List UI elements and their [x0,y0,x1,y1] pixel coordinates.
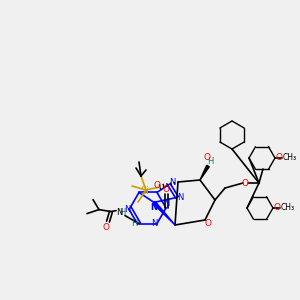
Text: N: N [151,203,158,212]
Text: H: H [119,208,125,217]
Text: H: H [131,219,137,228]
Polygon shape [153,201,175,225]
Text: O: O [163,184,170,194]
Polygon shape [200,165,209,180]
Text: Si: Si [141,186,149,196]
Text: O: O [154,181,160,190]
Text: O: O [205,220,212,229]
Text: H: H [207,158,213,166]
Text: O: O [103,223,110,232]
Text: N: N [169,178,175,187]
Text: N: N [151,219,157,228]
Text: N: N [116,208,122,217]
Text: N: N [163,199,169,208]
Text: O: O [275,154,283,163]
Text: O: O [203,154,211,163]
Text: CH₃: CH₃ [283,154,297,163]
Text: O: O [242,178,248,188]
Text: CH₃: CH₃ [281,203,295,212]
Text: N: N [177,193,183,202]
Text: N: N [124,206,130,214]
Text: O: O [274,203,280,212]
